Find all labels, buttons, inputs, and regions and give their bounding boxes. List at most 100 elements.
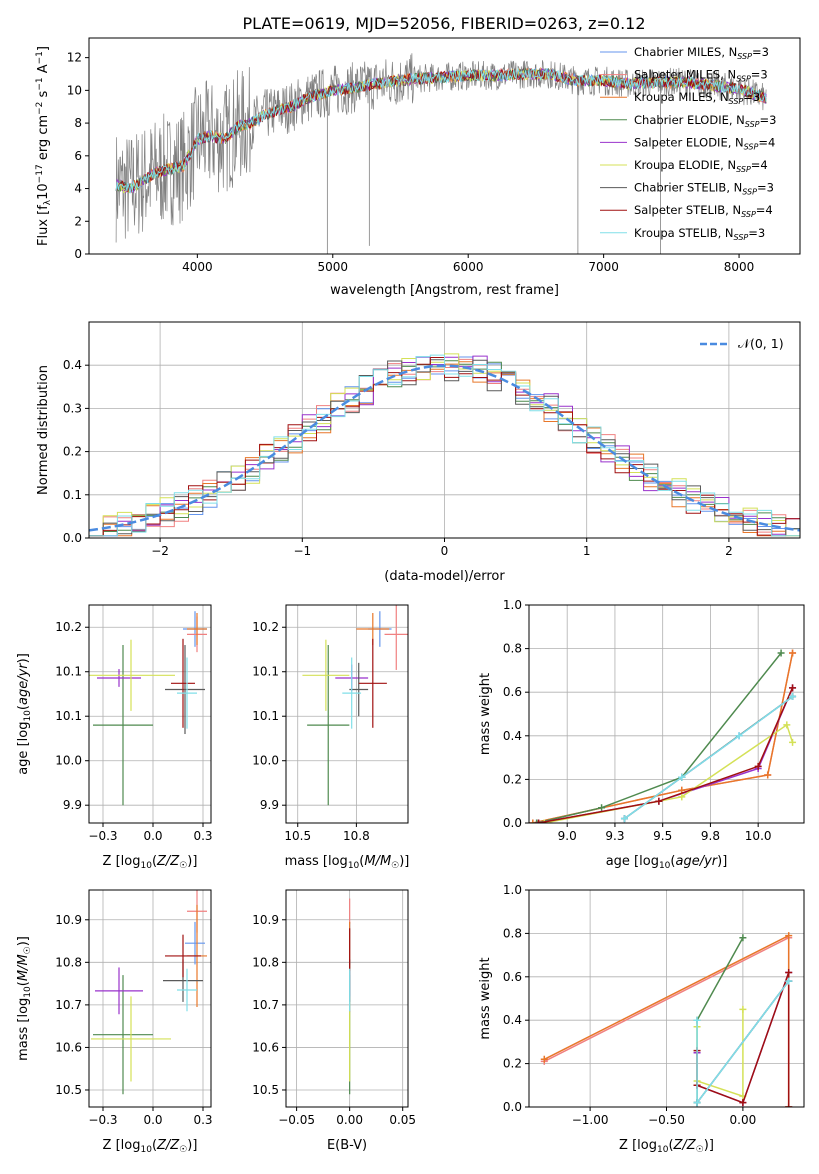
y-axis-label: mass [log10(M/M☉)] — [16, 936, 33, 1061]
errorbar-point-kroupa-miles — [187, 613, 207, 646]
weight-marker — [735, 732, 743, 740]
weight-marker — [739, 1005, 747, 1013]
weight-line — [696, 1009, 744, 1098]
weight-marker — [693, 1016, 701, 1024]
x-axis-label: age [log10(age/yr)] — [606, 854, 728, 871]
label-part: ( — [16, 705, 31, 710]
x-tick-label: 0.0 — [143, 829, 162, 843]
weight-line — [538, 687, 794, 823]
x-axis-label: wavelength [Angstrom, rest frame] — [330, 283, 559, 298]
legend-label: Kroupa ELODIE, NSSP=4 — [634, 158, 768, 174]
y-tick-label: 0.8 — [503, 642, 522, 656]
weight-line — [624, 695, 793, 820]
weight-marker — [785, 968, 793, 976]
weight-marker — [598, 804, 606, 812]
weight-series-kroupa-stelib — [620, 693, 797, 823]
legend-suffix: =3 — [751, 68, 768, 82]
legend-text: Chabrier STELIB, N — [634, 181, 742, 195]
x-tick-label: −0.3 — [88, 1113, 117, 1127]
x-tick-label: 0.05 — [389, 1113, 416, 1127]
axes-frame — [285, 604, 409, 824]
weight-marker — [620, 815, 628, 823]
label-part: 10 — [23, 986, 33, 998]
label-part: erg cm — [36, 115, 51, 164]
plot-area — [529, 890, 804, 1107]
y-tick-label: 0.2 — [503, 1057, 522, 1071]
panel-weight_vs_Z: −1.00 −0.50 0.00 0.0 0.2 0.4 0.6 0.8 1.0 Z [log10… — [478, 883, 805, 1155]
y-tick-label: 10.9 — [252, 913, 279, 927]
x-axis-label: Z [log10(Z/Z☉)] — [619, 1138, 714, 1155]
x-tick-label: −1 — [293, 544, 311, 558]
label-part: A — [36, 64, 51, 77]
y-tick-label: 0.0 — [503, 1100, 522, 1114]
axes-frame — [528, 604, 805, 824]
label-part: λ — [43, 199, 53, 205]
y-tick-label: 10.8 — [252, 955, 279, 969]
legend-suffix: =3 — [752, 45, 769, 59]
errorbar-point-kroupa-elodie — [89, 639, 175, 711]
weight-marker — [785, 932, 793, 940]
weight-marker — [764, 771, 772, 779]
axes-frame — [528, 889, 805, 1108]
panel-mass_vs_Z: −0.3 0.0 0.310.510.610.710.810.9Z [log10(Z… — [16, 889, 213, 1155]
x-tick-label: 1 — [583, 544, 591, 558]
x-tick-label: −2 — [151, 544, 169, 558]
model-fit-salpeter-miles — [115, 67, 767, 193]
x-axis-label: Z [log10(Z/Z☉)] — [103, 1138, 198, 1155]
label-part: )] — [704, 1138, 714, 1153]
y-tick-label: 10.2 — [55, 620, 82, 634]
label-part: )] — [717, 854, 727, 869]
axes-frame — [285, 889, 409, 1108]
label-part: 10 — [140, 1145, 152, 1155]
weight-marker — [739, 934, 747, 942]
x-axis-label: mass [log10(M/M☉)] — [285, 854, 410, 871]
y-tick-label: 10.9 — [55, 913, 82, 927]
errorbar-point-salpeter-miles — [384, 605, 408, 670]
legend-label: Chabrier ELODIE, NSSP=3 — [634, 113, 776, 129]
y-tick-label: 10.6 — [252, 1040, 279, 1054]
y-tick-label: 10.6 — [55, 1040, 82, 1054]
weight-series-salpeter-stelib — [535, 684, 797, 823]
label-part: 10 — [140, 861, 152, 871]
errorbar-point-salpeter-stelib — [171, 638, 195, 728]
legend-text: Kroupa ELODIE, N — [634, 158, 736, 172]
x-tick-label: 8000 — [724, 260, 755, 274]
legend-label: Chabrier MILES, NSSP=3 — [634, 45, 769, 61]
panel-residuals: −2 −1 0 1 2 0.0 0.1 0.2 0.3 0.4 𝒩(0, 1) (data-model… — [36, 321, 801, 584]
legend-text: Salpeter MILES, N — [634, 68, 736, 82]
label-part: 10 — [657, 1145, 669, 1155]
x-tick-label: 0.3 — [193, 829, 212, 843]
y-tick-label: 0.4 — [503, 729, 522, 743]
label-part: Z/Z — [156, 1138, 180, 1153]
y-tick-label: 10.1 — [252, 665, 279, 679]
x-tick-label: 10.8 — [343, 829, 370, 843]
x-tick-label: 7000 — [588, 260, 619, 274]
y-tick-label: 10.2 — [252, 620, 279, 634]
label-part: Z/Z — [156, 854, 180, 869]
y-tick-label: 10.5 — [252, 1083, 279, 1097]
y-tick-label: 10.1 — [55, 665, 82, 679]
weight-marker — [693, 1099, 701, 1107]
label-part: Z [log — [619, 1138, 657, 1153]
label-part: )] — [187, 1138, 197, 1153]
y-tick-label: 0.4 — [63, 358, 82, 372]
y-tick-label: 10.1 — [55, 709, 82, 723]
y-axis-label: mass weight — [478, 673, 493, 755]
weight-marker — [535, 819, 543, 823]
weight-line — [532, 652, 794, 823]
label-part: age/yr — [16, 662, 31, 705]
weight-line — [536, 652, 782, 823]
legend-sub: SSP — [741, 210, 756, 219]
label-part: ☉ — [391, 861, 399, 871]
y-tick-label: 0.8 — [503, 926, 522, 940]
y-axis-label: age [log10(age/yr)] — [16, 653, 33, 775]
label-part: −2 — [35, 102, 45, 115]
y-tick-label: 1.0 — [503, 883, 522, 897]
label-part: M/M — [364, 854, 391, 869]
weight-series-kroupa-elodie — [540, 721, 797, 823]
y-tick-label: 0.3 — [63, 401, 82, 415]
y-tick-label: 12 — [67, 51, 82, 65]
legend-suffix: =4 — [751, 158, 768, 172]
x-tick-label: 0 — [441, 544, 449, 558]
weight-marker — [529, 819, 537, 823]
